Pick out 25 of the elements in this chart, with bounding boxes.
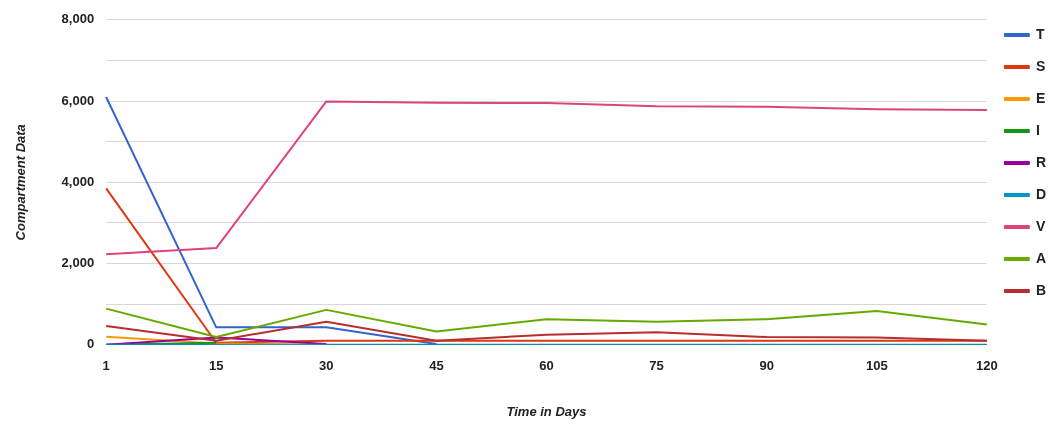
y-tick-label: 8,000 [61,11,95,27]
x-tick-label: 90 [759,358,774,374]
x-tick-label: 45 [429,358,444,374]
x-axis-title: Time in Days [506,403,587,419]
x-tick-label: 105 [865,358,888,374]
legend-label: T [1035,25,1045,42]
y-tick-label: 0 [86,336,95,352]
x-tick-label: 60 [539,358,554,374]
x-tick-label: 15 [208,358,224,374]
y-tick-label: 2,000 [61,255,95,271]
y-tick-label: 4,000 [61,173,95,189]
legend-label: A [1035,249,1047,266]
legend-label: S [1035,57,1046,74]
legend-label: E [1035,89,1046,106]
legend-label: I [1035,121,1040,138]
x-tick-label: 120 [976,358,998,374]
legend-label: D [1035,185,1047,202]
legend-label: V [1035,217,1046,234]
x-tick-label: 1 [102,358,110,374]
legend-label: B [1035,281,1047,298]
legend-label: R [1035,153,1047,170]
x-tick-label: 75 [649,358,664,374]
y-axis-title: Compartment Data [13,124,29,241]
x-tick-label: 30 [319,358,334,374]
y-tick-label: 6,000 [61,92,95,108]
